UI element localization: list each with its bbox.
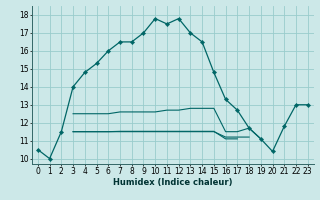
X-axis label: Humidex (Indice chaleur): Humidex (Indice chaleur) (113, 178, 233, 187)
